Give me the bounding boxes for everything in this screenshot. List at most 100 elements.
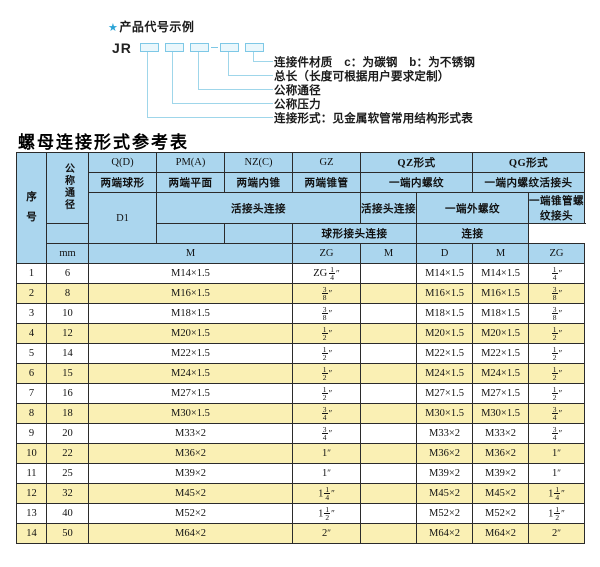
cell-qg-zg: 2″	[528, 523, 586, 544]
cell-qz-m	[360, 503, 417, 524]
cell-qz-d: M20×1.5	[415, 323, 474, 344]
cell-qg-zg: 1 1 2 ″	[528, 503, 586, 524]
cell-seq: 2	[16, 283, 47, 304]
cell-dn: 40	[46, 503, 89, 524]
cell-seq: 1	[16, 263, 47, 284]
header-unit-m: M	[88, 243, 293, 264]
cell-qg-m: M16×1.5	[472, 283, 530, 304]
cell-qg-m: M24×1.5	[472, 363, 530, 384]
cell-seq: 10	[16, 443, 47, 464]
header-sub-qz: 球形接头连接	[292, 223, 417, 244]
cell-m-thread: M22×1.5	[88, 343, 293, 364]
star-bullet-icon: ★	[108, 22, 119, 34]
cell-m-thread: M30×1.5	[88, 403, 293, 424]
code-box-2	[165, 43, 184, 52]
cell-qg-m: M30×1.5	[472, 403, 530, 424]
code-label-nominal-bore: 公称通径	[274, 85, 321, 97]
cell-qg-m: M27×1.5	[472, 383, 530, 404]
cell-seq: 11	[16, 463, 47, 484]
header-row-group-codes: 序 号 公称通径 Q(D) PM(A) NZ(C) GZ QZ形式 QG形式	[16, 152, 586, 264]
cell-gz-zg: 1 2 ″	[292, 363, 361, 384]
table-row: 2 8 M16×1.5 3 8 ″ M16×1.5 M16×1.5 3 8 ″	[16, 283, 586, 304]
cell-qz-d: M16×1.5	[415, 283, 474, 304]
cell-qg-zg: 1″	[528, 463, 586, 484]
header-row-connection-b: mm M ZG M D M ZG	[17, 243, 586, 264]
cell-dn: 6	[46, 263, 89, 284]
header-group-gz: GZ	[292, 152, 361, 173]
cell-qz-m	[360, 363, 417, 384]
table-row: 4 12 M20×1.5 1 2 ″ M20×1.5 M20×1.5 1 2 ″	[16, 323, 586, 344]
cell-seq: 4	[16, 323, 47, 344]
cell-gz-zg: 2″	[292, 523, 361, 544]
code-label-material: 连接件材质 c：为碳钢 b：为不锈钢	[274, 57, 476, 69]
code-label-total-length: 总长（长度可根据用户要求定制）	[274, 71, 450, 83]
cell-gz-zg: 3 8 ″	[292, 283, 361, 304]
cell-qz-d: M45×2	[415, 483, 474, 504]
cell-qg-m: M22×1.5	[472, 343, 530, 364]
code-box-3	[190, 43, 209, 52]
header-seq-char1: 序	[26, 192, 37, 203]
cell-gz-zg: 1″	[292, 443, 361, 464]
header-desc-pma: 两端平面	[156, 172, 225, 193]
header-nominal-bore-label: 公称通径	[62, 162, 74, 211]
cell-qg-zg: 3 8 ″	[528, 283, 586, 304]
cell-qg-m: M39×2	[472, 463, 530, 484]
cell-dn: 20	[46, 423, 89, 444]
cell-dn: 15	[46, 363, 89, 384]
cell-qg-zg: 1″	[528, 443, 586, 464]
cell-qg-m: M52×2	[472, 503, 530, 524]
cell-dn: 18	[46, 403, 89, 424]
table-row: 5 14 M22×1.5 1 2 ″ M22×1.5 M22×1.5 1 2 ″	[16, 343, 586, 364]
leader-line-1-horizontal	[253, 61, 273, 62]
cell-qg-zg: 3 8 ″	[528, 303, 586, 324]
table-row: 11 25 M39×2 1″ M39×2 M39×2 1″	[16, 463, 586, 484]
cell-qz-m	[360, 303, 417, 324]
cell-m-thread: M14×1.5	[88, 263, 293, 284]
cell-gz-zg: ZG 1 4 ″	[292, 263, 361, 284]
cell-dn: 16	[46, 383, 89, 404]
leader-line-1-vertical	[253, 52, 254, 61]
cell-qz-d: M18×1.5	[415, 303, 474, 324]
cell-m-thread: M18×1.5	[88, 303, 293, 324]
header-seq: 序 号	[16, 152, 47, 264]
cell-m-thread: M27×1.5	[88, 383, 293, 404]
cell-qg-m: M45×2	[472, 483, 530, 504]
cell-gz-zg: 1 1 2 ″	[292, 503, 361, 524]
header-row-connection-c: 球形接头连接 连接	[17, 223, 585, 244]
cell-qz-d: M39×2	[415, 463, 474, 484]
cell-gz-zg: 1 2 ″	[292, 343, 361, 364]
cell-qz-d: M22×1.5	[415, 343, 474, 364]
header-desc-qz: 一端内螺纹	[359, 172, 474, 193]
code-box-1	[140, 43, 159, 52]
cell-qz-m	[360, 463, 417, 484]
cell-m-thread: M33×2	[88, 423, 293, 444]
header-group-qz: QZ形式	[359, 152, 474, 173]
header-desc-qd: 两端球形	[88, 172, 157, 193]
header-unit-qg-m: M	[472, 243, 530, 264]
cell-dn: 8	[46, 283, 89, 304]
cell-qz-d: M27×1.5	[415, 383, 474, 404]
leader-line-3-vertical	[198, 52, 199, 89]
header-nominal-bore: 公称通径	[46, 152, 89, 224]
leader-line-3-horizontal	[198, 89, 273, 90]
cell-dn: 22	[46, 443, 89, 464]
cell-seq: 5	[16, 343, 47, 364]
table-row: 1 6 M14×1.5 ZG 1 4 ″ M14×1.5 M14×1.5 1 4 ″	[16, 263, 586, 284]
cell-dn: 12	[46, 323, 89, 344]
cell-qz-d: M30×1.5	[415, 403, 474, 424]
leader-line-2-vertical	[228, 52, 229, 75]
table-row: 10 22 M36×2 1″ M36×2 M36×2 1″	[16, 443, 586, 464]
cell-qg-zg: 1 2 ″	[528, 323, 586, 344]
cell-qg-m: M33×2	[472, 423, 530, 444]
cell-seq: 8	[16, 403, 47, 424]
cell-dn: 25	[46, 463, 89, 484]
table-row: 3 10 M18×1.5 3 8 ″ M18×1.5 M18×1.5 3 8 ″	[16, 303, 586, 324]
header-conn-qpmnz: 活接头连接	[156, 192, 361, 224]
cell-seq: 3	[16, 303, 47, 324]
cell-qg-zg: 1 4 ″	[528, 263, 586, 284]
cell-qz-d: M14×1.5	[415, 263, 474, 284]
cell-qg-zg: 1 2 ″	[528, 363, 586, 384]
header-unit-gz-zg: ZG	[292, 243, 361, 264]
cell-m-thread: M16×1.5	[88, 283, 293, 304]
cell-gz-zg: 1″	[292, 463, 361, 484]
